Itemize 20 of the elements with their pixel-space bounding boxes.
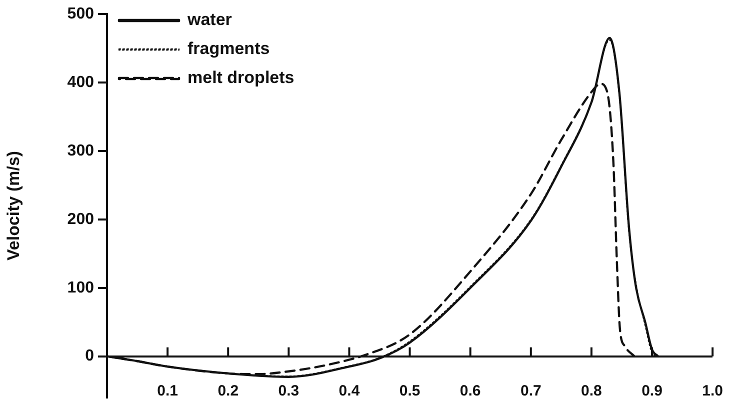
x-tick-label: 0.8 xyxy=(581,382,602,400)
y-tick-label: 300 xyxy=(67,142,94,160)
y-tick-label: 100 xyxy=(67,279,94,296)
legend-label: fragments xyxy=(188,39,270,58)
y-tick-label: 400 xyxy=(67,74,94,91)
x-tick-label: 0.5 xyxy=(399,382,420,400)
x-tick-label: 0.4 xyxy=(338,382,360,400)
y-axis-title: Velocity (m/s) xyxy=(4,150,23,261)
x-tick-label: 0.9 xyxy=(642,382,662,400)
y-tick-label: 500 xyxy=(67,5,94,22)
x-tick-label: 0.6 xyxy=(460,382,481,400)
legend-label: melt droplets xyxy=(188,68,294,88)
x-tick-label: 0.2 xyxy=(218,382,239,400)
y-tick-label: 200 xyxy=(67,210,94,228)
x-tick-label: 0.3 xyxy=(278,382,300,400)
x-tick-label: 1.0 xyxy=(702,382,724,400)
x-tick-label: 0.1 xyxy=(157,382,178,400)
legend-label: water xyxy=(186,10,232,30)
x-tick-label: 0.7 xyxy=(520,382,542,400)
y-tick-label: 0 xyxy=(85,348,94,365)
